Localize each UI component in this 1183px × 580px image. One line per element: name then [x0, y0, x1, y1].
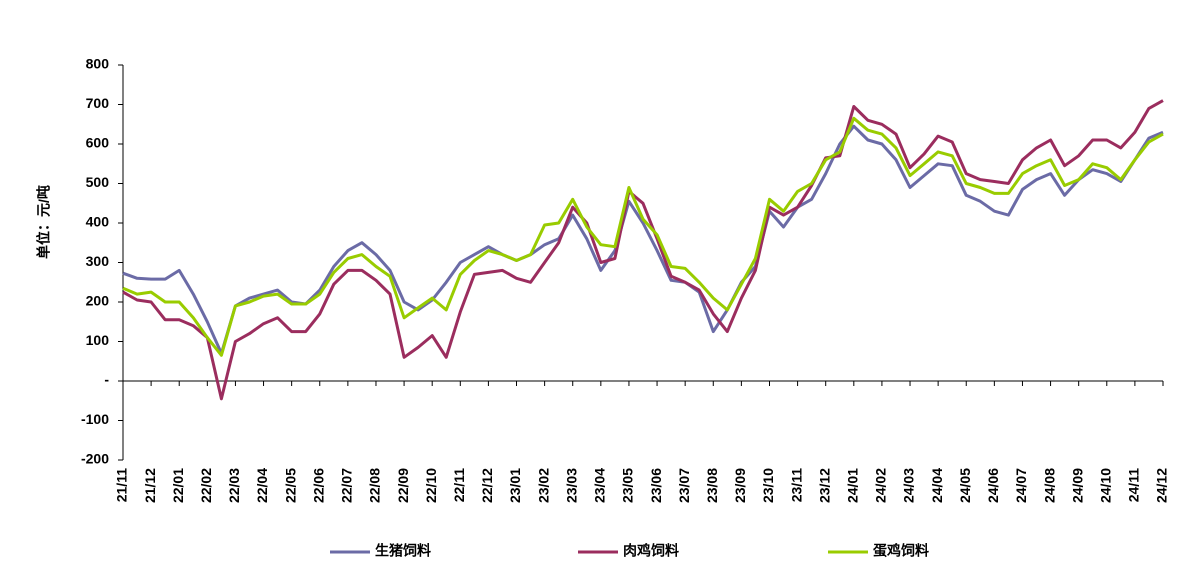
y-tick-label: 700 — [86, 95, 110, 111]
x-tick-label: 22/10 — [423, 468, 439, 503]
y-tick-label: 400 — [86, 214, 110, 230]
y-tick-label: 500 — [86, 174, 110, 190]
x-tick-label: 24/12 — [1154, 468, 1170, 503]
x-tick-label: 23/12 — [816, 468, 832, 503]
x-tick-label: 23/01 — [507, 468, 523, 503]
x-tick-label: 24/03 — [901, 468, 917, 503]
x-tick-label: 23/05 — [620, 468, 636, 503]
x-tick-label: 24/09 — [1069, 468, 1085, 503]
y-axis-label: 单位：元/吨 — [36, 185, 52, 259]
y-tick-label: 800 — [86, 56, 110, 72]
x-tick-label: 24/11 — [1126, 468, 1142, 502]
x-tick-label: 24/02 — [873, 468, 889, 503]
x-tick-label: 23/04 — [592, 468, 608, 503]
x-tick-label: 23/10 — [760, 468, 776, 503]
series-line — [122, 99, 1164, 401]
series-line — [122, 116, 1164, 357]
x-tick-label: 21/12 — [142, 468, 158, 503]
legend-label: 肉鸡饲料 — [623, 543, 679, 559]
x-tick-label: 24/06 — [985, 468, 1001, 503]
x-tick-label: 22/02 — [198, 468, 214, 503]
y-tick-label: -200 — [81, 451, 109, 467]
x-tick-label: 22/01 — [170, 468, 186, 503]
x-tick-label: 22/05 — [282, 468, 298, 503]
x-tick-label: 23/11 — [788, 468, 804, 502]
x-tick-label: 24/10 — [1097, 468, 1113, 503]
x-tick-label: 22/08 — [367, 468, 383, 503]
x-tick-label: 24/01 — [845, 468, 861, 503]
x-tick-label: 24/04 — [929, 468, 945, 503]
y-tick-label: - — [104, 372, 109, 388]
x-tick-label: 22/07 — [339, 468, 355, 503]
x-tick-label: 22/11 — [451, 468, 467, 502]
x-tick-label: 21/11 — [114, 468, 130, 502]
x-tick-label: 22/06 — [310, 468, 326, 503]
x-tick-label: 24/08 — [1041, 468, 1057, 503]
x-tick-label: 22/09 — [395, 468, 411, 503]
x-tick-label: 23/02 — [535, 468, 551, 503]
x-tick-label: 24/05 — [957, 468, 973, 503]
y-tick-label: 100 — [86, 332, 110, 348]
x-tick-label: 23/09 — [732, 468, 748, 503]
legend-label: 蛋鸡饲料 — [873, 543, 929, 559]
x-tick-label: 23/03 — [563, 468, 579, 503]
x-tick-label: 22/03 — [226, 468, 242, 503]
y-tick-label: 600 — [86, 135, 110, 151]
legend-label: 生猪饲料 — [375, 543, 431, 559]
x-tick-label: 22/04 — [254, 468, 270, 503]
x-tick-label: 22/12 — [479, 468, 495, 503]
x-tick-label: 24/07 — [1013, 468, 1029, 503]
y-tick-label: 200 — [86, 293, 110, 309]
x-tick-label: 23/07 — [676, 468, 692, 503]
x-tick-label: 23/08 — [704, 468, 720, 503]
x-tick-label: 23/06 — [648, 468, 664, 503]
y-tick-label: 300 — [86, 253, 110, 269]
y-tick-label: -100 — [81, 411, 109, 427]
